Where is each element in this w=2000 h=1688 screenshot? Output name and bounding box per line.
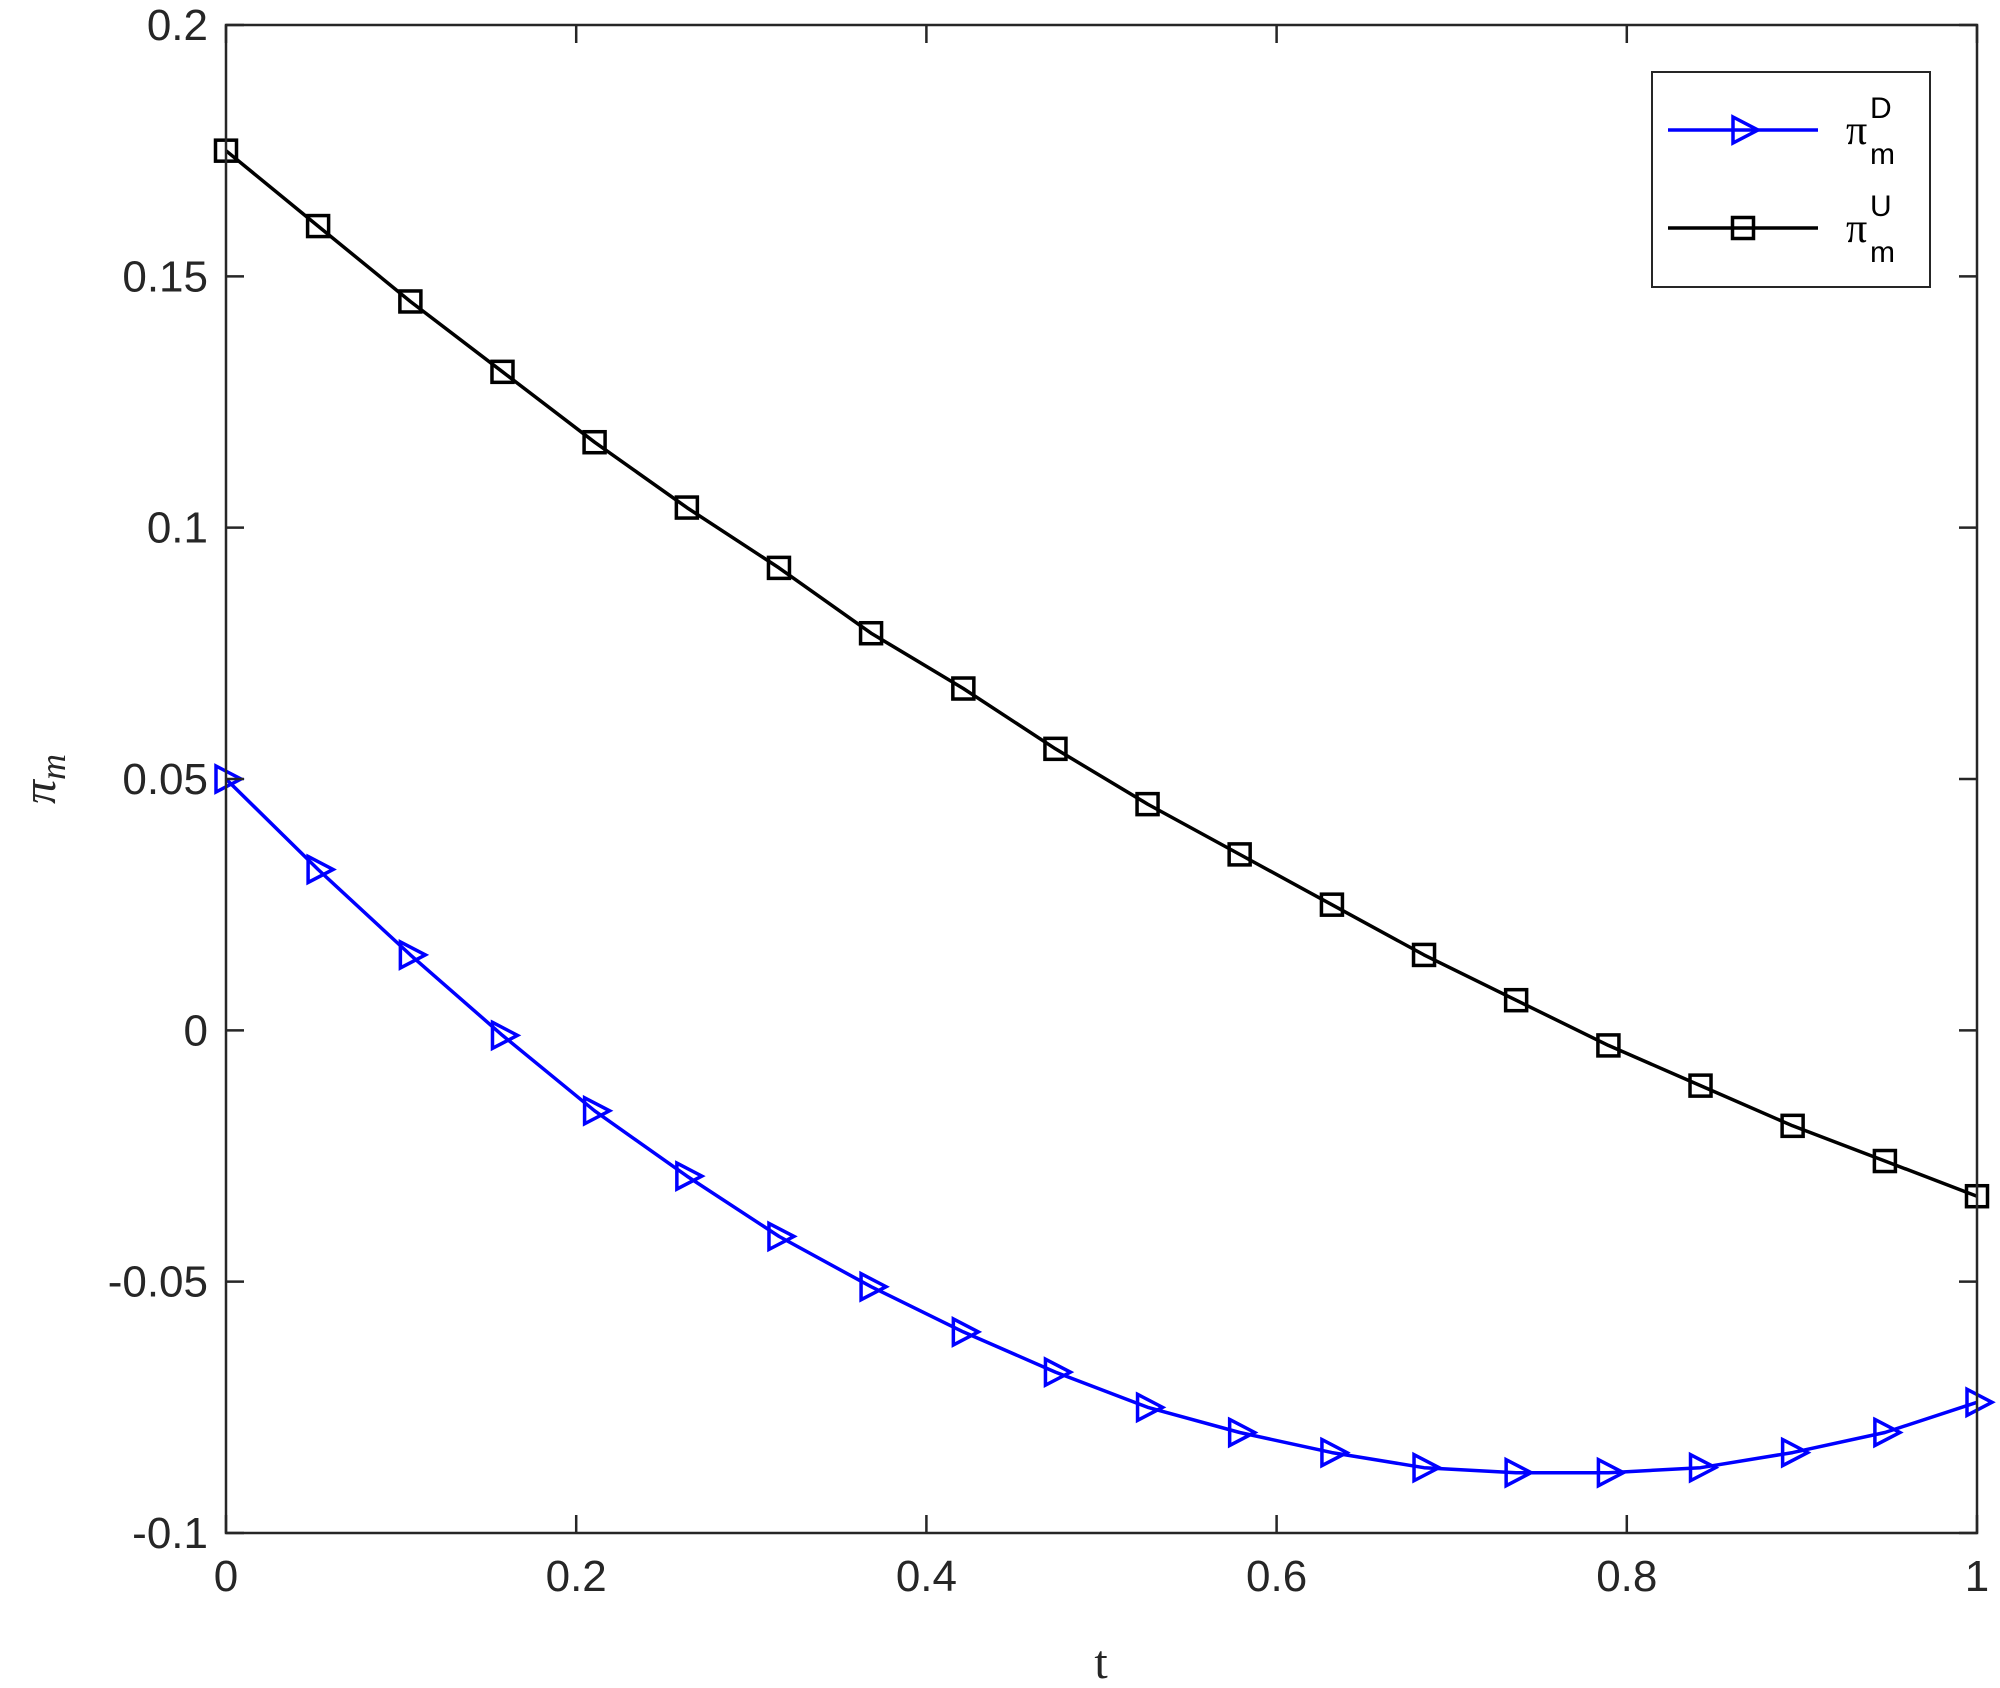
data-point: [398, 939, 430, 971]
data-point: [1596, 1033, 1621, 1058]
data-point: [767, 1220, 798, 1253]
series-line: [224, 777, 1978, 1475]
x-tick-label: 0: [214, 1552, 238, 1601]
data-point: [1135, 791, 1160, 817]
y-axis-label-symbol: π: [13, 778, 66, 804]
data-point: [582, 1094, 614, 1127]
series-line: [224, 149, 1978, 1198]
y-tick-label: 0: [184, 1006, 208, 1055]
x-tick-label: 0.4: [896, 1552, 957, 1601]
data-point: [1135, 1391, 1167, 1424]
data-point: [214, 763, 245, 795]
x-tick-label: 0.2: [546, 1552, 607, 1601]
y-tick-label: 0.2: [147, 1, 208, 50]
data-point: [1043, 1356, 1075, 1389]
data-point: [1320, 1436, 1351, 1469]
y-tick-label: 0.15: [122, 252, 208, 301]
series-layer: [213, 138, 1996, 1489]
y-tick-label: 0.05: [122, 755, 208, 804]
data-point: [674, 495, 700, 520]
legend-marker: [1731, 114, 1762, 146]
data-point: [951, 676, 976, 701]
data-point: [858, 620, 884, 646]
data-point: [1412, 1451, 1443, 1484]
data-point: [306, 853, 337, 886]
y-axis-label-subscript: m: [33, 754, 73, 780]
data-point: [1504, 1456, 1535, 1489]
data-point: [1780, 1436, 1812, 1469]
x-tick-label: 1: [1965, 1552, 1989, 1601]
x-axis-label: t: [1094, 1636, 1108, 1688]
data-point: [1965, 1386, 1996, 1419]
data-point: [951, 1316, 983, 1348]
legend-label-subscript: m: [1870, 236, 1895, 269]
data-point: [859, 1270, 890, 1303]
data-point: [766, 555, 792, 581]
y-axis-label: πm: [13, 754, 73, 804]
legend-marker: [1730, 215, 1756, 241]
data-point: [1596, 1456, 1628, 1489]
data-point: [490, 1019, 522, 1052]
data-point: [1688, 1451, 1720, 1484]
y-tick-label: 0.1: [147, 504, 208, 553]
x-tick-label: 0.6: [1246, 1552, 1307, 1601]
data-point: [398, 289, 423, 314]
data-point: [1688, 1073, 1713, 1098]
data-point: [1873, 1416, 1904, 1449]
ticks-layer: 0 0.2 0.4 0.6 0.8 1 -0.1 -0.05 0 0.05 0.1 0.15 0.2: [108, 1, 1990, 1601]
data-point: [1043, 736, 1068, 762]
legend: π Dmπ Um: [1651, 71, 1931, 288]
data-point: [1411, 942, 1437, 968]
legend-entries: π Dmπ Um: [1668, 92, 1895, 269]
series-U: [213, 138, 1990, 1209]
data-point: [305, 213, 331, 239]
x-tick-label: 0.8: [1596, 1552, 1657, 1601]
y-tick-label: -0.1: [132, 1509, 208, 1558]
y-tick-label: -0.05: [108, 1258, 208, 1307]
legend-entry-U: π Um: [1668, 190, 1895, 269]
legend-label-superscript: U: [1870, 190, 1892, 223]
data-point: [582, 429, 607, 455]
legend-label-subscript: m: [1870, 138, 1895, 171]
legend-label-superscript: D: [1870, 92, 1892, 125]
legend-entry-D: π Dm: [1668, 92, 1895, 171]
data-point: [1503, 987, 1529, 1013]
series-D: [214, 763, 1996, 1489]
data-point: [1780, 1113, 1805, 1139]
legend-label-symbol: π: [1846, 206, 1867, 252]
legend-label-symbol: π: [1846, 108, 1867, 154]
data-point: [1227, 1416, 1259, 1449]
data-point: [490, 359, 515, 385]
legend-box: [1651, 71, 1931, 288]
data-point: [1227, 842, 1252, 867]
data-point: [1319, 892, 1345, 917]
data-point: [1872, 1148, 1898, 1174]
data-point: [675, 1160, 706, 1192]
